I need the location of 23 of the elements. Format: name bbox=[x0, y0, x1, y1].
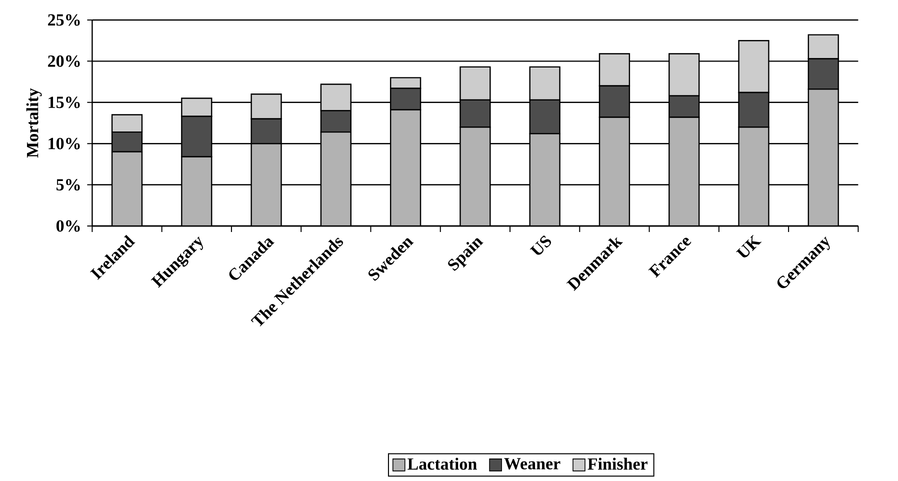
bar bbox=[250, 142, 282, 226]
y-tick-label: 10% bbox=[48, 138, 80, 150]
bar bbox=[668, 116, 700, 226]
y-tick-label: 0% bbox=[56, 220, 80, 232]
bar bbox=[460, 126, 491, 226]
bar bbox=[320, 131, 352, 226]
bar bbox=[390, 109, 422, 226]
y-tick-label: 5% bbox=[56, 179, 80, 191]
y-tick-label: 25% bbox=[48, 14, 80, 26]
bar bbox=[111, 151, 143, 226]
x-tick-label: UK bbox=[736, 234, 762, 258]
legend-label: Weaner bbox=[504, 458, 560, 470]
bar bbox=[808, 88, 839, 226]
legend-label: Finisher bbox=[588, 458, 648, 470]
legend-label: Lactation bbox=[408, 458, 477, 470]
bar bbox=[738, 126, 770, 226]
x-tick-label: US bbox=[530, 235, 552, 255]
y-axis-title: Mortality bbox=[26, 88, 42, 158]
bar bbox=[529, 133, 560, 226]
bar bbox=[598, 116, 630, 226]
bar bbox=[181, 156, 212, 226]
y-tick-label: 20% bbox=[48, 55, 80, 67]
y-tick-label: 15% bbox=[48, 96, 80, 108]
